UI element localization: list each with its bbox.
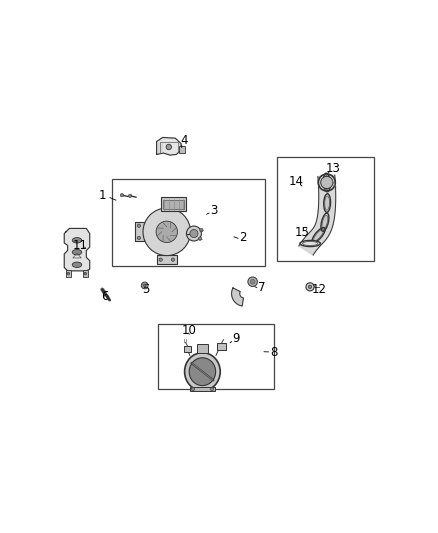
Bar [190,386,215,391]
Circle shape [250,279,255,284]
Bar [161,197,187,212]
Circle shape [187,226,201,241]
Text: 9: 9 [233,332,240,345]
Polygon shape [64,229,90,271]
Ellipse shape [72,262,82,268]
Text: 15: 15 [295,226,310,239]
Ellipse shape [72,238,82,243]
Circle shape [141,282,148,289]
Ellipse shape [322,215,328,229]
Bar [217,343,226,350]
Ellipse shape [314,229,324,241]
Circle shape [306,282,314,291]
Bar [179,146,185,153]
Polygon shape [156,138,181,155]
Polygon shape [299,175,336,255]
Text: 6: 6 [101,290,109,303]
Text: 5: 5 [142,283,149,296]
Bar [112,179,265,266]
Text: 11: 11 [73,239,88,252]
Bar [83,270,88,277]
Bar [66,270,71,277]
Bar [163,200,184,209]
Text: 4: 4 [180,134,187,147]
Ellipse shape [325,196,329,210]
Text: 13: 13 [326,161,340,174]
Circle shape [248,277,258,286]
Text: 2: 2 [240,231,247,245]
Text: 1: 1 [99,189,106,201]
Text: 8: 8 [270,346,277,359]
Polygon shape [232,288,244,306]
Circle shape [67,272,70,275]
Circle shape [120,193,124,197]
Circle shape [84,272,87,275]
Circle shape [128,194,132,198]
Text: 10: 10 [181,324,196,337]
Ellipse shape [300,240,320,247]
Circle shape [198,237,202,240]
Circle shape [308,285,312,288]
Circle shape [166,144,172,150]
Circle shape [200,229,203,232]
Ellipse shape [72,249,82,255]
Circle shape [159,258,162,261]
Text: 7: 7 [258,281,265,294]
Ellipse shape [325,175,329,190]
Circle shape [190,229,198,238]
Ellipse shape [189,358,215,385]
Circle shape [171,258,175,261]
Circle shape [191,387,194,391]
Bar [197,344,208,353]
Circle shape [321,176,333,189]
Circle shape [210,387,214,391]
Ellipse shape [184,353,220,391]
Bar [184,346,191,352]
Circle shape [156,221,177,243]
Circle shape [137,236,141,240]
Circle shape [143,284,146,287]
Text: 3: 3 [211,204,218,217]
Circle shape [137,224,141,228]
Circle shape [143,208,191,256]
Text: 12: 12 [312,283,327,296]
Bar [277,157,374,261]
Bar [134,222,144,241]
Bar [158,324,274,389]
Text: 14: 14 [288,175,303,189]
Bar [157,255,177,264]
